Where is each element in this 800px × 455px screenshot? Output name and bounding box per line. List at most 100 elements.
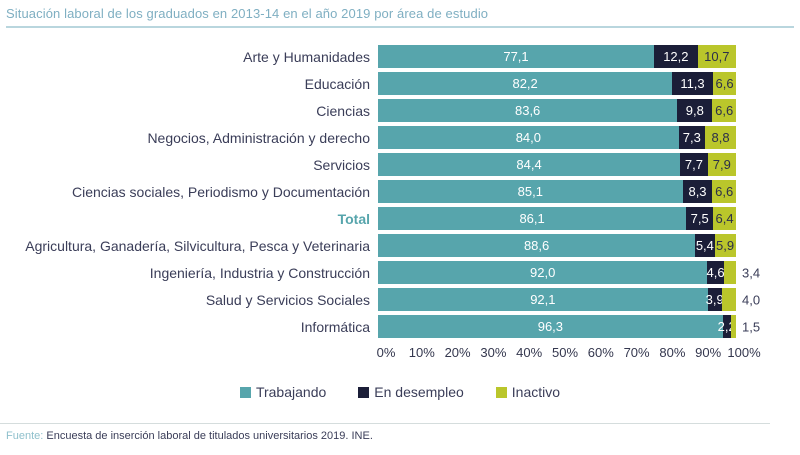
chart-row: Ciencias sociales, Periodismo y Document… (0, 178, 800, 205)
bar-segment-inactivo (723, 261, 736, 284)
legend-label: Inactivo (511, 384, 561, 400)
stacked-bar: 82,2 11,3 6,6 (378, 72, 737, 95)
source-note: Fuente: Encuesta de inserción laboral de… (6, 430, 800, 442)
chart-legend: Trabajando En desempleo Inactivo (0, 384, 800, 400)
category-label: Agricultura, Ganadería, Silvicultura, Pe… (25, 237, 370, 254)
stacked-bar: 92,0 4,6 (378, 261, 736, 284)
value-label: 85,1 (517, 184, 543, 199)
footer-divider (0, 423, 770, 424)
bar-segment-trabajando: 88,6 (378, 234, 696, 257)
chart-row: Salud y Servicios Sociales 92,1 3,9 4,0 (0, 286, 800, 313)
value-label: 7,3 (682, 130, 701, 145)
bar-segment-trabajando: 77,1 (378, 45, 655, 68)
bar-segment-inactivo: 10,7 (697, 45, 736, 68)
bar-segment-en-desempleo: 11,3 (672, 72, 713, 95)
value-label: 96,3 (537, 319, 564, 334)
value-label: 4,6 (706, 265, 725, 280)
chart-row: Agricultura, Ganadería, Silvicultura, Pe… (0, 232, 800, 259)
category-label: Educación (304, 75, 370, 92)
x-axis-tick-label: 80% (659, 345, 686, 360)
legend-label: Trabajando (255, 384, 327, 400)
legend-item-en-desempleo: En desempleo (358, 384, 464, 400)
value-label: 10,7 (704, 49, 730, 64)
chart-row: Arte y Humanidades 77,1 12,2 10,7 (0, 43, 800, 70)
stacked-bar-chart: Arte y Humanidades 77,1 12,2 10,7 Educación 8… (0, 43, 800, 363)
legend-swatch-icon (239, 386, 251, 398)
bar-segment-trabajando: 85,1 (378, 180, 683, 203)
x-axis-tick-label: 30% (480, 345, 507, 360)
value-label: 84,0 (515, 130, 542, 145)
stacked-bar: 96,3 2,2 (378, 315, 736, 338)
bar-segment-en-desempleo: 9,8 (677, 99, 713, 122)
value-label: 92,1 (530, 292, 556, 307)
bar-segment-en-desempleo: 7,5 (686, 207, 714, 230)
chart-rows: Arte y Humanidades 77,1 12,2 10,7 Educación 8… (0, 43, 800, 340)
category-label: Informática (300, 318, 370, 335)
value-label-outside: 4,0 (742, 292, 761, 307)
value-label: 11,3 (680, 76, 705, 91)
bar-track: 85,1 8,3 6,6 (378, 180, 736, 203)
value-label-outside: 3,4 (742, 265, 761, 280)
x-axis-tick-label: 60% (587, 345, 614, 360)
value-label: 6,6 (715, 184, 734, 199)
bar-segment-inactivo (721, 288, 736, 311)
bar-segment-en-desempleo: 3,9 (705, 288, 724, 311)
stacked-bar: 84,0 7,3 8,8 (378, 126, 737, 149)
x-axis-tick-label: 40% (516, 345, 543, 360)
chart-row: Ciencias 83,6 9,8 6,6 (0, 97, 800, 124)
value-label: 82,2 (512, 76, 538, 91)
value-label: 77,1 (503, 49, 529, 64)
bar-track: 83,6 9,8 6,6 (378, 99, 736, 122)
category-label: Servicios (313, 156, 370, 173)
legend-label: En desempleo (374, 384, 464, 400)
source-text: Encuesta de inserción laboral de titulad… (46, 430, 373, 442)
bar-segment-en-desempleo: 5,4 (695, 234, 715, 257)
value-label: 5,4 (695, 238, 714, 253)
category-label: Total (337, 210, 370, 227)
chart-row: Total 86,1 7,5 6,4 (0, 205, 800, 232)
x-axis-tick-label: 100% (727, 345, 761, 360)
stacked-bar: 86,1 7,5 6,4 (378, 207, 736, 230)
bar-segment-trabajando: 86,1 (378, 207, 687, 230)
value-label: 7,5 (690, 211, 709, 226)
legend-swatch-icon (358, 386, 370, 398)
bar-track: 77,1 12,2 10,7 (378, 45, 736, 68)
category-label: Negocios, Administración y derecho (147, 129, 370, 146)
source-label: Fuente: (6, 430, 44, 442)
value-label-outside: 1,5 (742, 319, 761, 334)
chart-row: Negocios, Administración y derecho 84,0 7,… (0, 124, 800, 151)
chart-row: Informática 96,3 2,2 1,5 (0, 313, 800, 340)
bar-track: 86,1 7,5 6,4 (378, 207, 736, 230)
bar-segment-en-desempleo: 12,2 (654, 45, 698, 68)
x-axis: 0% 10% 20% 30% 40% 50% 60% 70% 80% 90% 100% (377, 345, 761, 363)
stacked-bar: 84,4 7,7 7,9 (378, 153, 736, 176)
value-label: 8,3 (688, 184, 707, 199)
chart-row: Servicios 84,4 7,7 7,9 (0, 151, 800, 178)
bar-segment-trabajando: 92,1 (378, 288, 708, 311)
value-label: 84,4 (516, 157, 542, 172)
bar-segment-en-desempleo: 7,3 (678, 126, 705, 149)
stacked-bar: 77,1 12,2 10,7 (378, 45, 736, 68)
value-label: 83,6 (514, 103, 541, 118)
x-axis-tick-label: 50% (551, 345, 579, 360)
x-axis-tick-label: 90% (695, 345, 722, 360)
stacked-bar: 88,6 5,4 5,9 (378, 234, 736, 257)
bar-segment-inactivo: 6,6 (712, 99, 736, 122)
bar-segment-en-desempleo: 7,7 (680, 153, 708, 176)
legend-swatch-icon (495, 386, 507, 398)
chart-row: Educación 82,2 11,3 6,6 (0, 70, 800, 97)
bar-segment-trabajando: 84,0 (378, 126, 679, 149)
x-axis-tick-label: 70% (623, 345, 650, 360)
bar-track: 92,1 3,9 4,0 (378, 288, 760, 311)
value-label: 9,8 (685, 103, 704, 118)
value-label: 3,9 (705, 292, 724, 307)
bar-track: 84,0 7,3 8,8 (378, 126, 737, 149)
chart-page: Situación laboral de los graduados en 20… (0, 6, 800, 442)
bar-segment-trabajando: 84,4 (378, 153, 681, 176)
value-label: 12,2 (663, 49, 689, 64)
page-title: Situación laboral de los graduados en 20… (6, 6, 489, 21)
bar-track: 88,6 5,4 5,9 (378, 234, 736, 257)
bar-segment-inactivo: 6,6 (712, 180, 736, 203)
category-label: Ciencias sociales, Periodismo y Document… (71, 183, 370, 200)
value-label: 88,6 (523, 238, 550, 253)
